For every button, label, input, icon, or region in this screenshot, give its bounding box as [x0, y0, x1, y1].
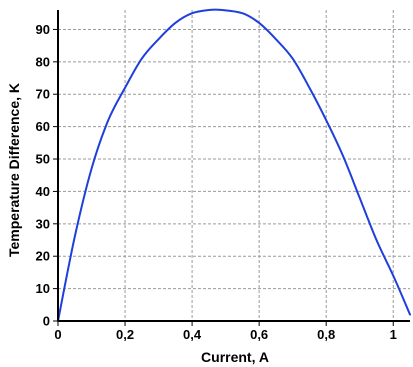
y-tick-label: 10: [36, 281, 50, 296]
x-tick-label: 0,2: [116, 327, 134, 342]
y-tick-label: 0: [43, 314, 50, 329]
plot-area: [58, 10, 410, 321]
y-tick-label: 50: [36, 152, 50, 167]
y-tick-label: 40: [36, 184, 50, 199]
y-tick-label: 30: [36, 216, 50, 231]
x-tick-label: 0: [54, 327, 61, 342]
series-line: [57, 8, 411, 322]
x-tick-label: 0,4: [183, 327, 202, 342]
y-tick-label: 60: [36, 119, 50, 134]
y-axis-title: Temperature Difference, K: [6, 83, 22, 257]
x-axis-title: Current, A: [201, 349, 269, 365]
y-tick-label: 70: [36, 87, 50, 102]
curve-layer: [57, 8, 411, 322]
x-tick-label: 1: [390, 327, 397, 342]
x-tick-label: 0,6: [250, 327, 268, 342]
y-tick-label: 80: [36, 54, 50, 69]
y-tick-label: 20: [36, 249, 50, 264]
grid-layer: [58, 10, 410, 321]
axes-layer: [53, 10, 410, 326]
x-tick-label: 0,8: [317, 327, 335, 342]
y-tick-label: 90: [36, 22, 50, 37]
